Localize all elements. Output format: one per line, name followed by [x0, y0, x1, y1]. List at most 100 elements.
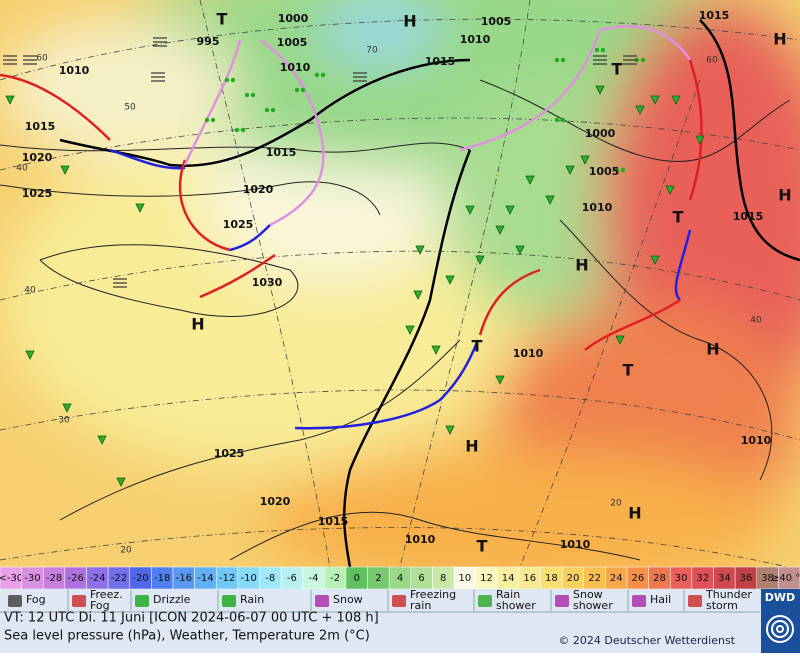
rain-symbol — [560, 117, 566, 123]
pressure-center: T — [673, 208, 684, 227]
scale-label: 38 — [761, 573, 774, 584]
rain-shower-symbol — [695, 135, 705, 145]
rain-shower-symbol — [650, 255, 660, 265]
isobar-label: 1010 — [280, 61, 311, 74]
weather-legend: Fog Freez.Fog Drizzle Rain Snow FreezingrainR… — [8, 588, 752, 612]
rain-shower-symbol — [665, 185, 675, 195]
isobar-label: 1010 — [59, 64, 90, 77]
scale-label: 30 — [675, 573, 688, 584]
rain-symbol — [640, 57, 646, 63]
legend-label: Fog — [26, 593, 46, 606]
rain-symbol — [554, 57, 560, 63]
isobar-label: 1005 — [481, 15, 512, 28]
rain-shower-symbol — [97, 435, 107, 445]
scale-label: -10 — [240, 573, 256, 584]
pressure-center: H — [778, 186, 791, 205]
pressure-center: H — [403, 12, 416, 31]
isobar-label: 1010 — [582, 201, 613, 214]
isobar-label: 1020 — [243, 183, 274, 196]
scale-label: 28 — [653, 573, 666, 584]
legend-label: Snow — [573, 588, 603, 601]
rain-symbol — [600, 47, 606, 53]
rain-symbol — [554, 117, 560, 123]
pressure-center: H — [773, 30, 786, 49]
pressure-center: T — [623, 361, 634, 380]
scale-label: 10 — [458, 573, 471, 584]
dwd-logo-text: DWD — [765, 591, 795, 604]
rain-symbol — [314, 72, 320, 78]
scale-label: 8 — [440, 573, 446, 584]
scale-label: -28 — [46, 573, 62, 584]
isobar-label: 1025 — [223, 218, 254, 231]
isobar-1015 — [59, 19, 800, 567]
rain-shower-symbol — [445, 425, 455, 435]
scale-label: <-30 — [0, 573, 23, 584]
weather-symbols — [3, 37, 705, 487]
graticule-label: 50 — [124, 103, 136, 113]
rain-shower-symbol — [116, 477, 126, 487]
pressure-center: H — [575, 256, 588, 275]
isobar-label: 1010 — [460, 33, 491, 46]
scale-label: -30 — [24, 573, 40, 584]
scale-label: 4 — [397, 573, 403, 584]
map-labels: 995 1000 1005 1010 1005 1010 1015 1015 1010 1015 1… — [16, 9, 791, 556]
scale-label: -24 — [89, 573, 105, 584]
rain-symbol — [244, 92, 250, 98]
legend-label: shower — [573, 599, 613, 612]
rain-symbol — [294, 87, 300, 93]
graticule-label: 20 — [610, 499, 622, 509]
isobar-label: 1025 — [22, 187, 53, 200]
pressure-center: T — [477, 537, 488, 556]
scale-label: -8 — [265, 573, 275, 584]
isobar-label: 1025 — [214, 447, 245, 460]
rain-shower-symbol — [415, 245, 425, 255]
scale-label: 32 — [696, 573, 709, 584]
graticule-label: 60 — [36, 54, 48, 64]
legend-icon — [222, 595, 236, 607]
scale-label: 36 — [740, 573, 753, 584]
legend-icon — [72, 595, 86, 607]
scale-label: 12 — [480, 573, 493, 584]
legend-icon — [478, 595, 492, 607]
legend-label: Drizzle — [153, 593, 191, 606]
legend-label: Freezing — [410, 588, 456, 601]
scale-label: -2 — [330, 573, 340, 584]
isobar-label: 1015 — [425, 55, 456, 68]
scale-label: -26 — [68, 573, 84, 584]
rain-shower-symbol — [475, 255, 485, 265]
isobar-label: 995 — [197, 35, 220, 48]
scale-label: 2 — [375, 573, 381, 584]
legend-label: Hail — [650, 593, 671, 606]
graticule — [0, 0, 800, 567]
valid-time: VT: 12 UTC Di. 11 Juni [ICON 2024-06-07 … — [4, 611, 379, 626]
isobar-label: 1000 — [585, 127, 616, 140]
rain-shower-symbol — [580, 155, 590, 165]
rain-shower-symbol — [135, 203, 145, 213]
legend-icon — [392, 595, 406, 607]
isobar-label: 1010 — [513, 347, 544, 360]
isobar-label: 1010 — [741, 434, 772, 447]
scale-label: 18 — [545, 573, 558, 584]
rain-shower-symbol — [565, 165, 575, 175]
dwd-logo-swirl — [766, 615, 794, 643]
isobar-label: 1005 — [277, 36, 308, 49]
isobar-label: 1005 — [589, 165, 620, 178]
pressure-center: T — [217, 10, 228, 29]
isobar-label: 1000 — [278, 12, 309, 25]
map-area: 995 1000 1005 1010 1005 1010 1015 1015 1010 1015 1… — [0, 0, 800, 567]
isobar-label: 1015 — [266, 146, 297, 159]
isobar-label: 1030 — [252, 276, 283, 289]
rain-shower-symbol — [445, 275, 455, 285]
rain-shower-symbol — [5, 95, 15, 105]
temperature-scale: <-30 -30 -28 -26 -24 -22 -20 -18 -16 -14 -12 -10 -8-… — [0, 566, 800, 590]
rain-shower-symbol — [465, 205, 475, 215]
legend-label: Thunder — [705, 588, 752, 601]
rain-symbol — [250, 92, 256, 98]
scale-label: 6 — [418, 573, 424, 584]
rain-symbol — [560, 57, 566, 63]
scale-label: 24 — [610, 573, 623, 584]
scale-label: 16 — [523, 573, 536, 584]
rain-shower-symbol — [525, 175, 535, 185]
